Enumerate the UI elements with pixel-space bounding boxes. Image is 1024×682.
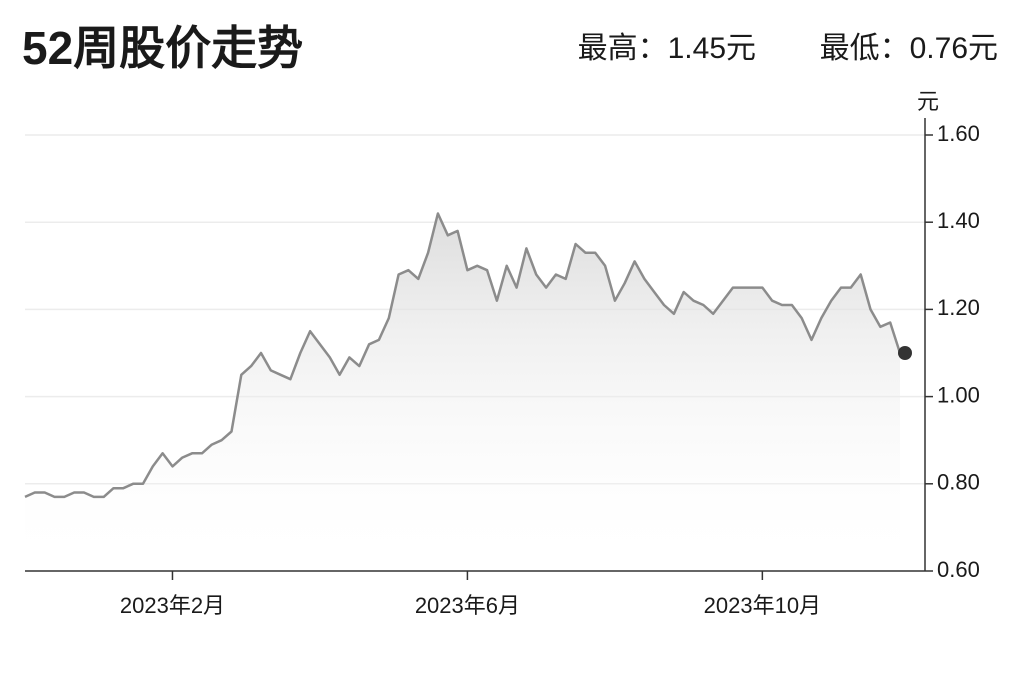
y-tick-label: 1.00 — [937, 382, 980, 407]
y-tick-label: 1.20 — [937, 295, 980, 320]
price-area — [25, 213, 900, 571]
chart-title: 52周股价走势 — [22, 22, 303, 74]
y-tick-label: 0.60 — [937, 557, 980, 582]
last-price-marker — [898, 346, 912, 360]
y-tick-label: 0.80 — [937, 470, 980, 495]
x-tick-label: 2023年6月 — [415, 593, 520, 618]
high-price: 最高：1.45元 — [578, 32, 756, 65]
x-tick-label: 2023年2月 — [120, 593, 225, 618]
y-tick-label: 1.60 — [937, 121, 980, 146]
x-tick-label: 2023年10月 — [704, 593, 821, 618]
y-unit: 元 — [917, 89, 939, 114]
y-tick-label: 1.40 — [937, 208, 980, 233]
price-line — [24, 212, 902, 499]
low-price: 最低：0.76元 — [820, 32, 998, 65]
